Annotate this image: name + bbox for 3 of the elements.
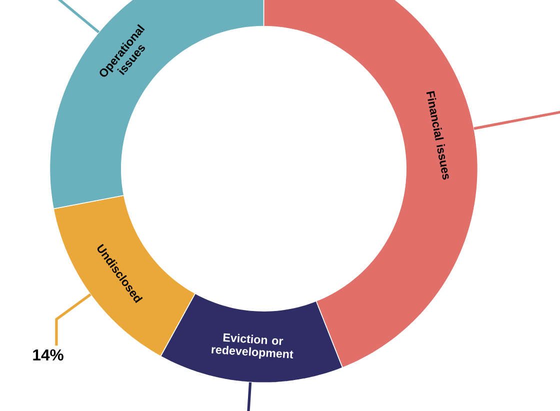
- data-label: 14%: [33, 349, 64, 360]
- slice-label: Eviction or redevelopment: [212, 333, 294, 359]
- slice-label: Financial issues: [426, 90, 449, 180]
